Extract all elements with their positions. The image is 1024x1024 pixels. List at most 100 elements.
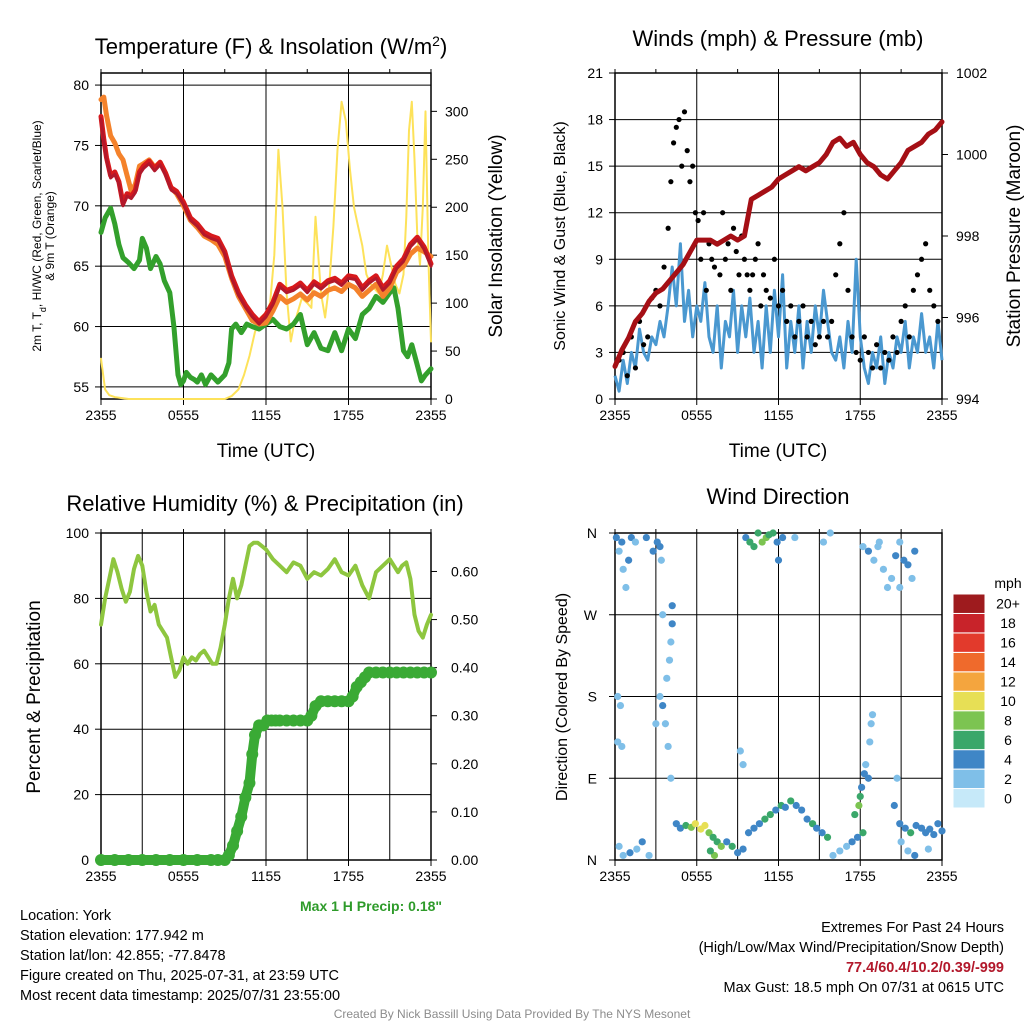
colorbar-label: 10 [1000, 693, 1016, 709]
direction-point [642, 533, 650, 542]
y-tick-label: 9 [595, 251, 603, 267]
direction-point [798, 806, 806, 814]
direction-point [676, 824, 685, 832]
gust-point [910, 287, 916, 293]
gust-point [720, 210, 726, 216]
gust-point [771, 256, 778, 262]
y-tick-label: S [588, 689, 597, 705]
extremes-subtitle: (High/Low/Max Wind/Precipitation/Snow De… [698, 940, 1004, 956]
gust-point [918, 256, 925, 262]
precip-point [177, 854, 190, 866]
gust-point [760, 272, 767, 278]
footer-credit: Created By Nick Bassill Using Data Provi… [333, 1007, 691, 1021]
y2-tick-label: 0.20 [451, 756, 478, 772]
direction-point [645, 851, 653, 860]
created-text: Figure created on Thu, 2025-07-31, at 23… [20, 968, 339, 984]
direction-point [851, 810, 859, 819]
colorbar-unit: mph [994, 575, 1021, 591]
colorbar-swatch [952, 749, 986, 770]
y2-tick-label: 0.30 [451, 708, 478, 724]
gust-point [692, 210, 698, 216]
panel-humidity: 2355 0555 1155 1755 23550204060801000.000.10… [24, 491, 478, 914]
y-tick-label: 55 [73, 379, 89, 395]
direction-point [883, 583, 892, 592]
colorbar-swatch [952, 593, 986, 614]
y2-tick-label: 0.60 [451, 563, 478, 579]
gust-point [624, 373, 630, 379]
gust-point [725, 241, 731, 247]
direction-point [774, 556, 783, 564]
direction-point [664, 742, 672, 751]
direction-point [843, 842, 851, 850]
direction-point [615, 842, 623, 850]
direction-point [866, 738, 874, 746]
gust-point [755, 241, 761, 247]
direction-point [659, 611, 667, 619]
colorbar-swatch [952, 690, 986, 712]
y-tick-label: 60 [73, 656, 89, 672]
extremes-panel: Extremes For Past 24 Hours (High/Low/Max… [699, 918, 1004, 998]
chart-title: Relative Humidity (%) & Precipitation (i… [66, 491, 463, 516]
y2-axis-label: Solar Insolation (Yellow) [486, 134, 507, 337]
gust-point [796, 318, 802, 324]
precip-point [122, 854, 135, 866]
gust-point [657, 303, 663, 309]
gust-point [845, 287, 851, 293]
gust-point [679, 163, 685, 169]
gust-point [784, 318, 790, 324]
y2-tick-label: 1002 [956, 65, 987, 81]
x-tick-label: 1755 [333, 407, 364, 423]
direction-point [761, 815, 769, 823]
direction-point [818, 829, 826, 837]
direction-point [926, 825, 934, 833]
gust-point [923, 241, 929, 247]
x-tick-label: 2355 [415, 868, 446, 884]
series-dewpoint [98, 205, 434, 387]
direction-point [787, 797, 795, 805]
direction-point [744, 829, 753, 837]
gust-point [733, 248, 739, 255]
y-tick-label: 18 [587, 112, 603, 128]
direction-point [626, 849, 634, 857]
y2-tick-label: 0.40 [451, 660, 478, 676]
direction-point [773, 538, 781, 546]
y2-tick-label: 1000 [956, 147, 987, 163]
y-tick-label: 21 [587, 65, 603, 81]
direction-point [754, 529, 762, 537]
series-pressure [612, 119, 945, 369]
direction-point [652, 720, 660, 728]
y-tick-label: 65 [73, 258, 89, 274]
precip-point [231, 825, 244, 838]
gust-point [882, 349, 888, 356]
y2-tick-label: 250 [445, 151, 469, 167]
gust-point [792, 334, 798, 340]
direction-point [836, 847, 844, 855]
gust-point [695, 217, 701, 224]
direction-point [897, 838, 905, 846]
panel-winds: 2355 0555 1155 1755 235503691215182199499699… [552, 26, 1024, 462]
gust-point [681, 109, 688, 115]
x-tick-label: 2355 [415, 407, 446, 423]
direction-point [612, 533, 620, 542]
x-axis-label: Time (UTC) [729, 441, 828, 462]
direction-point [615, 547, 623, 555]
direction-point [631, 538, 640, 546]
y-tick-label: 80 [73, 77, 89, 93]
direction-point [803, 815, 811, 823]
gust-point [641, 342, 647, 348]
x-tick-label: 2355 [85, 868, 116, 884]
gust-point [763, 287, 769, 293]
direction-point [656, 692, 664, 701]
direction-point [874, 543, 882, 551]
direction-point [625, 556, 633, 564]
y2-tick-label: 200 [445, 199, 469, 215]
colorbar-label: 2 [1004, 771, 1012, 787]
colorbar-label: 8 [1004, 712, 1012, 728]
direction-point [934, 820, 942, 828]
direction-point [792, 801, 800, 810]
gust-point [661, 264, 667, 270]
direction-point [619, 565, 627, 573]
chart-title: Temperature (F) & Insolation (W/m2) [95, 33, 448, 59]
colorbar-swatch [952, 788, 986, 809]
y-axis-label-line: , HI/WC (Red, Green, Scarlet/Blue) [30, 120, 44, 307]
